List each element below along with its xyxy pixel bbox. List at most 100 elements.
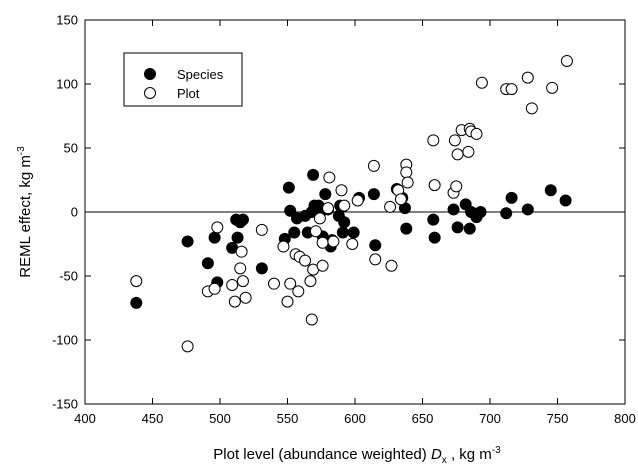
data-point-plot [181, 340, 194, 353]
data-point-plot [239, 291, 252, 304]
y-tick-label: -150 [52, 397, 78, 412]
data-point-species [231, 231, 244, 244]
y-tick-label: -100 [52, 333, 78, 348]
data-point-plot [235, 245, 248, 258]
data-point-plot [401, 176, 414, 189]
data-point-plot [313, 212, 326, 225]
data-point-species [500, 207, 513, 220]
data-point-plot [305, 313, 318, 326]
data-point-species [347, 226, 360, 239]
data-point-plot [255, 223, 268, 236]
data-point-species [559, 194, 572, 207]
data-point-species [463, 222, 476, 235]
data-point-species [319, 188, 332, 201]
data-point-species [369, 239, 382, 252]
y-tick-label: -50 [59, 269, 78, 284]
data-point-plot [228, 295, 241, 308]
data-point-plot [130, 275, 143, 288]
legend-label-species: Species [177, 67, 224, 82]
x-axis-title-unit: , kg m [447, 446, 492, 463]
data-point-plot [462, 145, 475, 158]
y-tick-label: 0 [71, 205, 78, 220]
data-point-plot [208, 282, 221, 295]
data-point-species [130, 296, 143, 309]
y-tick-label: 100 [56, 77, 78, 92]
x-tick-label: 500 [209, 411, 231, 426]
data-point-plot [428, 179, 441, 192]
x-tick-label: 800 [614, 411, 636, 426]
data-point-species [208, 231, 221, 244]
data-point-species [474, 206, 487, 218]
legend-marker-plot [144, 87, 156, 99]
data-point-species [521, 203, 534, 216]
data-point-species [181, 235, 194, 248]
data-point-species [201, 257, 214, 270]
data-point-species [544, 184, 557, 197]
y-axis-title-exponent: -3 [16, 146, 27, 155]
data-point-plot [323, 171, 336, 184]
data-point-species [284, 204, 297, 217]
data-point-plot [338, 199, 351, 212]
data-point-plot [351, 194, 364, 207]
data-point-plot [505, 83, 518, 96]
legend-box [123, 52, 243, 107]
data-point-plot [367, 159, 380, 172]
data-point-species [447, 203, 460, 216]
data-point-plot [327, 235, 340, 248]
x-axis-title: Plot level (abundance weighted) Dx , kg … [213, 445, 501, 466]
data-point-plot [560, 54, 573, 67]
data-point-plot [346, 238, 359, 250]
data-point-plot [448, 134, 461, 147]
data-point-species [451, 221, 464, 234]
legend: Species Plot [123, 52, 243, 107]
x-tick-label: 550 [277, 411, 299, 426]
y-axis-title-main: REML effect, kg m [17, 155, 34, 278]
y-axis-title: REML effect, kg m-3 [16, 146, 34, 278]
data-point-plot [525, 102, 538, 115]
data-point-plot [384, 200, 397, 213]
x-tick-label: 650 [412, 411, 434, 426]
x-axis-title-main: Plot level (abundance weighted) [213, 446, 431, 463]
data-point-species [400, 222, 413, 235]
data-point-plot [546, 81, 559, 94]
data-point-plot [299, 254, 312, 267]
legend-label-plot: Plot [177, 86, 200, 101]
data-point-plot [394, 193, 407, 206]
x-tick-label: 450 [142, 411, 164, 426]
x-tick-label: 600 [344, 411, 366, 426]
data-point-plot [335, 184, 348, 197]
x-axis-title-symbol: D [431, 446, 442, 463]
data-point-species [427, 213, 440, 226]
x-tick-label: 700 [479, 411, 501, 426]
data-point-plot [369, 253, 382, 266]
data-point-species [282, 181, 295, 194]
data-points [130, 54, 573, 353]
data-point-plot [316, 236, 329, 249]
data-point-plot [322, 202, 334, 215]
legend-marker-species [144, 68, 156, 80]
data-point-plot [470, 127, 483, 140]
data-point-species [336, 226, 349, 239]
data-point-species [505, 191, 518, 204]
y-tick-label: 50 [64, 141, 78, 156]
data-point-species [255, 262, 268, 275]
data-point-species [307, 168, 320, 181]
data-point-plot [226, 278, 239, 291]
x-axis-title-exponent: -3 [492, 445, 501, 456]
data-point-plot [292, 285, 305, 298]
data-point-plot [234, 262, 247, 275]
data-point-species [367, 188, 380, 201]
data-point-plot [277, 240, 290, 253]
series-plot [130, 54, 573, 353]
data-point-plot [400, 166, 413, 179]
data-point-plot [451, 148, 464, 161]
data-point-plot [427, 134, 440, 147]
data-point-plot [281, 295, 294, 308]
data-point-species [338, 216, 351, 229]
x-axis-title-subscript: x [442, 455, 447, 466]
data-point-species [428, 231, 441, 244]
data-point-plot [475, 76, 488, 89]
x-tick-label: 400 [74, 411, 96, 426]
y-tick-label: 150 [56, 13, 78, 28]
